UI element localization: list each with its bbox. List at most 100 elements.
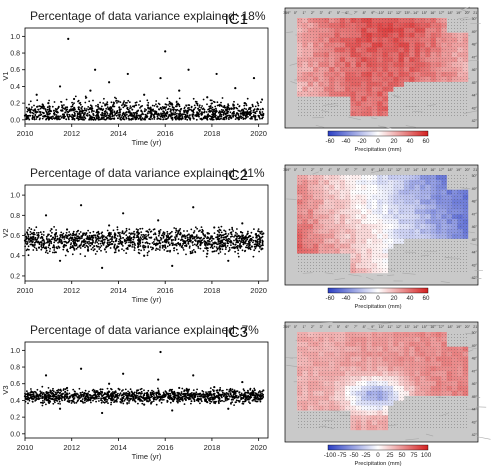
data-point: [198, 106, 201, 108]
data-point: [231, 107, 234, 110]
lon-label: 20°: [465, 11, 471, 15]
data-point: [137, 251, 140, 254]
data-point: [242, 236, 245, 239]
data-point: [204, 393, 206, 396]
data-point: [104, 104, 107, 106]
data-point: [192, 231, 195, 234]
data-point: [121, 248, 123, 251]
data-point: [98, 397, 100, 400]
data-point: [179, 113, 182, 115]
data-point: [183, 239, 185, 242]
data-point: [196, 242, 199, 245]
data-point: [147, 106, 150, 109]
data-point: [151, 104, 154, 107]
data-point: [56, 235, 59, 238]
data-point: [138, 238, 140, 241]
x-tick-label: 2016: [157, 286, 174, 295]
data-point: [142, 233, 145, 236]
data-point: [143, 254, 146, 257]
x-axis-label: Time (yr): [132, 295, 162, 304]
data-point: [121, 241, 124, 244]
data-point: [65, 228, 69, 231]
data-point: [209, 246, 212, 249]
lon-label: 9°: [371, 168, 375, 172]
data-point: [218, 231, 221, 234]
data-point: [259, 241, 262, 244]
data-point: [146, 400, 148, 403]
data-point: [135, 236, 138, 239]
data-point: [48, 238, 50, 241]
data-point: [58, 118, 61, 121]
data-point: [146, 112, 149, 115]
data-point: [164, 244, 166, 247]
data-point: [147, 101, 150, 104]
data-point: [168, 233, 171, 235]
lon-label: 19°: [456, 11, 462, 15]
data-point: [138, 104, 140, 106]
data-point: [160, 108, 163, 111]
data-point: [45, 397, 48, 400]
data-point: [145, 109, 148, 111]
data-point: [128, 232, 131, 235]
data-point: [78, 394, 80, 397]
data-point: [49, 112, 51, 115]
data-point: [119, 235, 121, 238]
data-point: [39, 114, 42, 117]
data-point: [50, 240, 52, 243]
data-point: [97, 118, 100, 121]
data-point: [186, 234, 189, 237]
data-point: [160, 239, 162, 241]
data-point: [161, 112, 164, 115]
data-point: [160, 114, 163, 117]
data-point: [225, 394, 228, 396]
data-point: [240, 117, 243, 120]
data-point: [76, 246, 79, 249]
data-point: [118, 114, 121, 117]
scatter-plot-ic2: 2010 2012 2014 2016 2018 20200.20.40.60.81.0T…: [1, 184, 269, 304]
data-point: [172, 108, 174, 111]
data-point: [39, 241, 41, 244]
data-point: [35, 226, 38, 229]
data-point: [175, 248, 178, 251]
data-point: [126, 107, 129, 110]
data-point: [200, 106, 203, 109]
data-point: [209, 237, 212, 240]
data-point: [222, 236, 225, 239]
data-point: [258, 110, 261, 113]
data-point: [228, 228, 231, 231]
data-point: [217, 117, 220, 120]
data-point: [110, 232, 112, 234]
data-point: [149, 230, 152, 233]
data-point: [48, 241, 50, 244]
data-point: [73, 114, 76, 117]
data-point: [199, 243, 202, 246]
data-point: [43, 107, 45, 110]
data-point: [108, 107, 110, 110]
data-point: [148, 250, 150, 253]
data-point: [187, 68, 190, 71]
data-point: [126, 101, 128, 104]
data-point: [88, 237, 91, 240]
data-point: [35, 93, 38, 96]
data-point: [254, 389, 256, 391]
data-point: [133, 116, 136, 119]
data-point: [127, 390, 129, 393]
data-point: [164, 109, 167, 111]
data-point: [197, 247, 200, 249]
data-point: [80, 235, 83, 238]
data-point: [233, 106, 236, 109]
data-point: [114, 113, 117, 115]
lat-label: 46°: [472, 68, 478, 72]
data-point: [261, 242, 264, 245]
data-point: [175, 101, 178, 103]
data-point: [36, 105, 39, 108]
x-tick-label: 2014: [110, 286, 127, 295]
data-point: [85, 244, 88, 247]
data-point: [88, 118, 91, 120]
data-point: [238, 235, 240, 237]
data-point: [220, 239, 223, 242]
data-point: [106, 237, 108, 240]
data-point: [48, 108, 51, 111]
data-point: [139, 227, 142, 230]
data-point: [42, 234, 45, 236]
